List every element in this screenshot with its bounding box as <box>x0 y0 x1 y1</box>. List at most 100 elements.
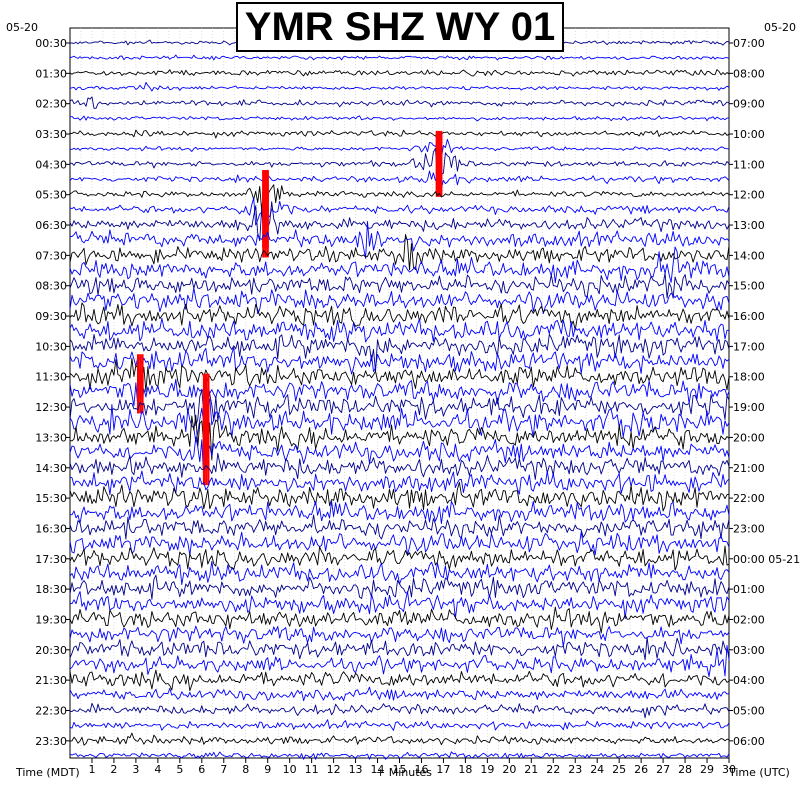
x-tick-label: 10 <box>283 763 297 776</box>
right-tick-label: 12:00 <box>733 189 765 202</box>
x-tick-label: 18 <box>458 763 472 776</box>
right-tick-label: 22:00 <box>733 492 765 505</box>
left-tick-label: 08:30 <box>35 280 67 293</box>
trace-row <box>69 414 730 461</box>
station-title: YMR SHZ WY 01 <box>244 4 556 49</box>
trace-row <box>69 145 730 179</box>
left-tick-label: 16:30 <box>35 522 67 535</box>
right-tick-label: 23:00 <box>733 522 765 535</box>
right-tick-label: 17:00 <box>733 340 765 353</box>
x-tick-label: 15 <box>393 763 407 776</box>
trace-row <box>69 234 730 271</box>
trace-row <box>69 669 730 692</box>
left-tick-label: 01:30 <box>35 67 67 80</box>
x-tick-label: 16 <box>414 763 428 776</box>
trace-row <box>69 636 730 661</box>
x-tick-label: 17 <box>436 763 450 776</box>
x-tick-label: 24 <box>590 763 604 776</box>
trace-row <box>69 481 730 512</box>
x-tick-label: 13 <box>349 763 363 776</box>
trace-row <box>69 686 730 702</box>
trace-row <box>69 96 730 109</box>
trace-row <box>69 719 730 731</box>
x-tick-label: 5 <box>176 763 183 776</box>
trace-row <box>69 138 730 159</box>
trace-row <box>69 196 730 242</box>
x-tick-label: 4 <box>154 763 161 776</box>
x-tick-label: 19 <box>480 763 494 776</box>
trace-row <box>69 514 730 540</box>
trace-row <box>69 591 730 620</box>
left-tick-label: 15:30 <box>35 492 67 505</box>
trace-row <box>69 545 730 571</box>
left-tick-label: 00:30 <box>35 37 67 50</box>
left-tick-label: 02:30 <box>35 98 67 111</box>
left-tick-label: 21:30 <box>35 674 67 687</box>
left-tick-label: 06:30 <box>35 219 67 232</box>
x-tick-label: 9 <box>264 763 271 776</box>
x-tick-label: 2 <box>110 763 117 776</box>
right-tick-label: 10:00 <box>733 128 765 141</box>
left-tick-label: 14:30 <box>35 462 67 475</box>
x-tick-label: 29 <box>700 763 714 776</box>
right-tick-label: 00:00 05-21 <box>733 553 800 566</box>
left-tick-label: 03:30 <box>35 128 67 141</box>
trace-row <box>69 531 730 556</box>
trace-row <box>69 82 730 92</box>
trace-row <box>69 272 730 299</box>
left-tick-label: 13:30 <box>35 431 67 444</box>
right-tick-label: 20:00 <box>733 431 765 444</box>
trace-row <box>69 54 730 61</box>
left-tick-label: 10:30 <box>35 340 67 353</box>
trace-row <box>69 378 730 409</box>
trace-row <box>69 302 730 331</box>
right-tick-label: 16:00 <box>733 310 765 323</box>
x-tick-label: 20 <box>502 763 516 776</box>
trace-row <box>69 470 730 496</box>
right-tick-label: 09:00 <box>733 98 765 111</box>
trace-row <box>69 333 730 373</box>
right-tick-label: 18:00 <box>733 371 765 384</box>
x-tick-label: 21 <box>524 763 538 776</box>
start-date-right: 05-20 <box>764 21 796 34</box>
x-tick-label: 26 <box>634 763 648 776</box>
trace-row <box>69 702 730 719</box>
trace-row <box>69 357 730 393</box>
left-tick-label: 09:30 <box>35 310 67 323</box>
trace-row <box>69 287 730 315</box>
trace-row <box>69 129 730 139</box>
right-tick-label: 08:00 <box>733 67 765 80</box>
x-tick-label: 22 <box>546 763 560 776</box>
left-tick-label: 07:30 <box>35 249 67 262</box>
trace-row <box>69 197 730 226</box>
trace-row <box>69 436 730 481</box>
right-tick-label: 05:00 <box>733 704 765 717</box>
left-tick-label: 19:30 <box>35 613 67 626</box>
right-tick-label: 21:00 <box>733 462 765 475</box>
x-tick-label: 3 <box>132 763 139 776</box>
left-tick-label: 20:30 <box>35 644 67 657</box>
left-tick-label: 11:30 <box>35 371 67 384</box>
trace-row <box>69 170 730 189</box>
left-tick-label: 04:30 <box>35 158 67 171</box>
left-axis-label: Time (MDT) <box>16 766 80 779</box>
station-title-box: YMR SHZ WY 01 <box>236 2 564 52</box>
right-tick-label: 07:00 <box>733 37 765 50</box>
left-tick-label: 23:30 <box>35 735 67 748</box>
x-tick-label: 30 <box>722 763 736 776</box>
trace-row <box>69 69 730 77</box>
trace-row <box>69 374 730 426</box>
x-tick-label: 1 <box>88 763 95 776</box>
left-tick-label: 05:30 <box>35 189 67 202</box>
trace-row <box>69 574 730 600</box>
trace-row <box>69 644 730 677</box>
x-tick-label: 14 <box>371 763 385 776</box>
right-tick-label: 19:00 <box>733 401 765 414</box>
x-tick-label: 6 <box>198 763 205 776</box>
left-tick-label: 18:30 <box>35 583 67 596</box>
right-tick-label: 15:00 <box>733 280 765 293</box>
left-tick-label: 12:30 <box>35 401 67 414</box>
right-axis-label: Time (UTC) <box>729 766 790 779</box>
x-axis-label: + Minutes <box>376 766 433 779</box>
